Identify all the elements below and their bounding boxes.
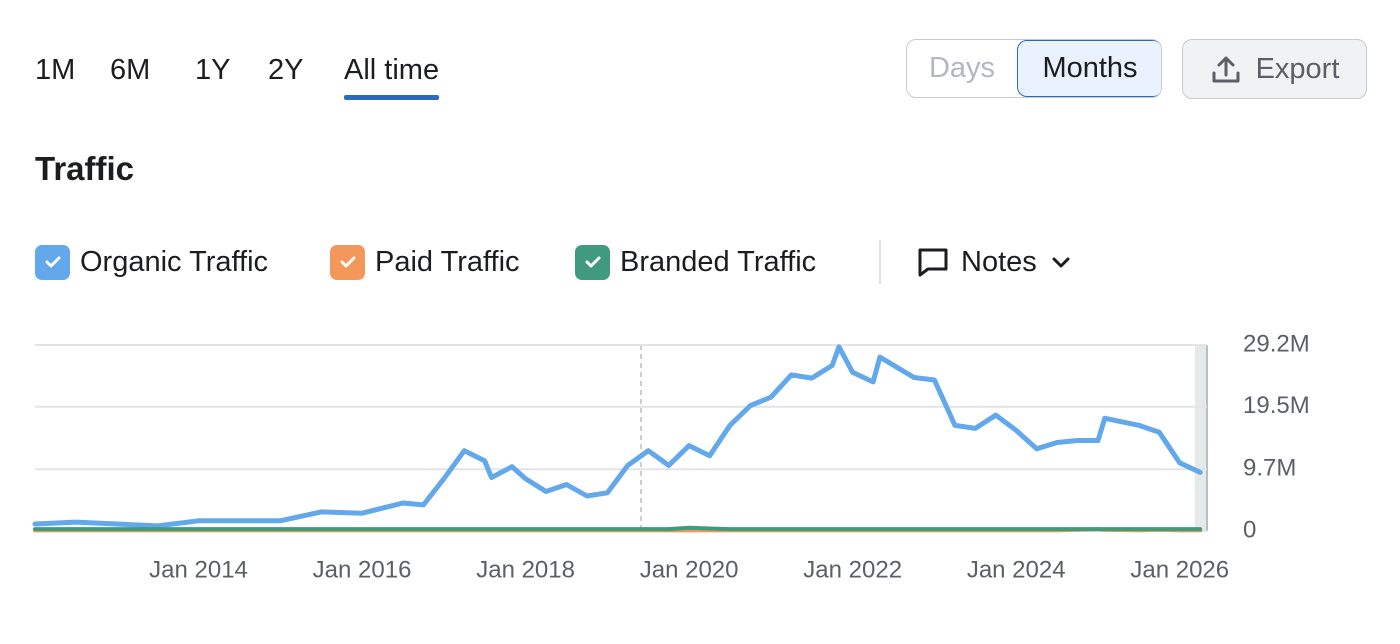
toggle-option[interactable]: Months [1017, 40, 1161, 97]
view-toggle: Days Months [906, 39, 1162, 98]
legend-checkbox[interactable] [575, 244, 610, 280]
legend-label: Organic Traffic [80, 245, 269, 278]
check-icon [585, 256, 600, 268]
section-title: Traffic [35, 150, 135, 187]
y-tick-label: 19.5M [1243, 392, 1310, 419]
x-tick-label: Jan 2018 [476, 556, 575, 583]
legend-checkbox[interactable] [330, 244, 365, 280]
x-tick-label: Jan 2014 [149, 556, 248, 583]
range-tab[interactable]: 2Y [268, 54, 304, 86]
check-icon [45, 256, 60, 268]
legend-item[interactable]: Paid Traffic [330, 243, 520, 281]
legend-item[interactable]: Organic Traffic [35, 243, 268, 281]
series-line [32, 344, 1203, 529]
series-line [33, 525, 1203, 532]
notes-label: Notes [961, 245, 1037, 278]
check-icon [340, 256, 355, 268]
export-button[interactable]: Export [1182, 39, 1367, 99]
y-tick-label: 9.7M [1243, 455, 1296, 482]
range-tab[interactable]: 1M [35, 54, 76, 86]
y-tick-label: 0 [1243, 516, 1256, 543]
y-tick-label: 29.2M [1243, 330, 1310, 357]
current-period-shade [1195, 345, 1207, 531]
x-tick-label: Jan 2026 [1130, 556, 1229, 583]
legend-label: Paid Traffic [375, 245, 520, 278]
legend-item[interactable]: Branded Traffic [575, 243, 816, 281]
notes-icon [918, 248, 948, 277]
active-tab-underline [344, 95, 439, 100]
notes-dropdown[interactable]: Notes [917, 243, 1073, 281]
range-tab[interactable]: 6M [110, 54, 151, 86]
legend-checkbox[interactable] [35, 244, 70, 280]
x-tick-label: Jan 2022 [803, 556, 902, 583]
x-tick-label: Jan 2024 [967, 556, 1066, 583]
export-icon [1212, 56, 1240, 83]
legend-divider [879, 240, 881, 284]
chevron-icon [1052, 257, 1070, 268]
x-tick-label: Jan 2020 [640, 556, 739, 583]
x-tick-label: Jan 2016 [313, 556, 412, 583]
range-tab[interactable]: 1Y [195, 54, 231, 86]
export-label: Export [1255, 52, 1340, 85]
range-tab[interactable]: All time [344, 54, 440, 86]
legend-label: Branded Traffic [620, 245, 817, 278]
toggle-option[interactable]: Days [928, 52, 996, 84]
